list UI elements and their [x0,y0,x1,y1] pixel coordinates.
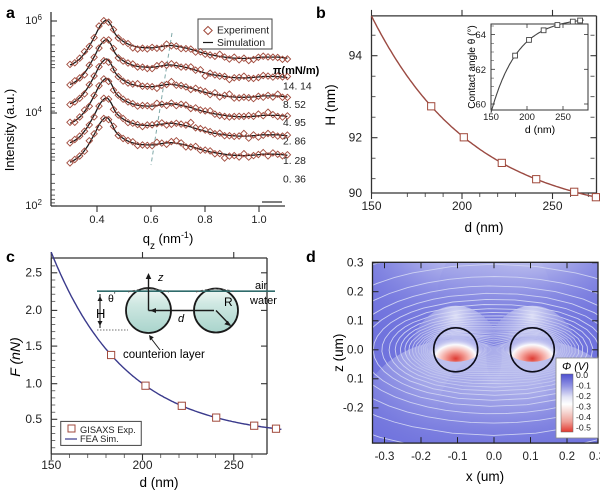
svg-text:0.3: 0.3 [347,256,364,270]
svg-text:H (nm): H (nm) [323,84,338,125]
svg-text:14. 14: 14. 14 [283,82,312,93]
svg-text:0.0: 0.0 [576,370,588,380]
svg-text:90: 90 [349,186,363,200]
svg-text:water: water [249,295,277,307]
svg-text:FEA Sim.: FEA Sim. [80,434,119,444]
svg-text:200: 200 [452,199,472,213]
svg-text:z (um): z (um) [331,334,346,372]
svg-text:2. 86: 2. 86 [283,136,306,147]
svg-text:150: 150 [41,458,61,472]
svg-text:qz (nm-1): qz (nm-1) [143,230,194,252]
svg-text:F (nN): F (nN) [7,337,23,376]
svg-text:-0.1: -0.1 [576,381,591,391]
svg-text:0.0: 0.0 [347,343,364,357]
svg-text:d (nm): d (nm) [139,475,178,490]
svg-text:0.2: 0.2 [347,285,364,299]
svg-text:air: air [255,280,268,292]
svg-text:92: 92 [349,131,363,145]
svg-text:Contact angle θ (°): Contact angle θ (°) [467,25,478,109]
svg-text:z: z [157,272,164,284]
svg-text:200: 200 [132,458,152,472]
svg-text:2.5: 2.5 [25,266,42,280]
svg-text:-0.2: -0.2 [343,401,364,415]
svg-text:0.8: 0.8 [197,214,212,226]
svg-text:4. 95: 4. 95 [283,118,306,129]
svg-text:d (nm): d (nm) [525,124,555,136]
svg-text:106: 106 [25,13,42,28]
svg-text:150: 150 [361,199,381,213]
svg-text:c: c [6,249,15,266]
svg-text:-0.1: -0.1 [448,451,468,463]
svg-text:250: 250 [224,458,244,472]
svg-text:Simulation: Simulation [217,38,265,49]
svg-text:b: b [316,5,326,22]
svg-text:0.0: 0.0 [486,451,502,463]
svg-text:1. 28: 1. 28 [283,156,306,167]
svg-text:-0.5: -0.5 [576,423,591,433]
svg-text:8. 52: 8. 52 [283,100,306,111]
svg-text:R: R [224,295,233,309]
svg-text:d: d [306,249,316,266]
svg-text:d (nm): d (nm) [464,220,503,235]
svg-text:0.5: 0.5 [25,412,42,426]
svg-text:0.1: 0.1 [347,314,364,328]
svg-text:0.1: 0.1 [523,451,539,463]
svg-text:-0.2: -0.2 [576,391,591,401]
svg-text:1.5: 1.5 [25,339,42,353]
svg-text:102: 102 [25,198,42,213]
svg-text:Experiment: Experiment [217,26,269,37]
svg-text:counterion layer: counterion layer [123,349,205,361]
svg-text:0.4: 0.4 [89,214,104,226]
svg-text:a: a [6,5,15,22]
svg-text:': ' [114,291,116,300]
svg-text:1.0: 1.0 [25,376,42,390]
svg-text:150: 150 [483,112,499,123]
svg-text:0.2: 0.2 [559,451,575,463]
svg-text:0.6: 0.6 [143,214,158,226]
svg-text:-0.3: -0.3 [576,402,591,412]
svg-text:x (um): x (um) [466,469,504,484]
svg-text:250: 250 [555,112,571,123]
svg-text:-0.2: -0.2 [411,451,431,463]
svg-text:0.1: 0.1 [347,372,364,386]
svg-text:0.3: 0.3 [589,451,600,463]
svg-text:94: 94 [349,49,363,63]
svg-text:1.0: 1.0 [251,214,266,226]
svg-text:Intensity (a.u.): Intensity (a.u.) [2,89,17,171]
svg-text:-0.4: -0.4 [576,412,591,422]
svg-text:H: H [96,306,105,321]
svg-text:200: 200 [519,112,535,123]
svg-text:0. 36: 0. 36 [283,175,306,186]
svg-text:250: 250 [542,199,562,213]
svg-text:2.0: 2.0 [25,303,42,317]
svg-text:d: d [178,313,185,325]
svg-text:-0.3: -0.3 [375,451,395,463]
svg-text:104: 104 [25,105,42,120]
